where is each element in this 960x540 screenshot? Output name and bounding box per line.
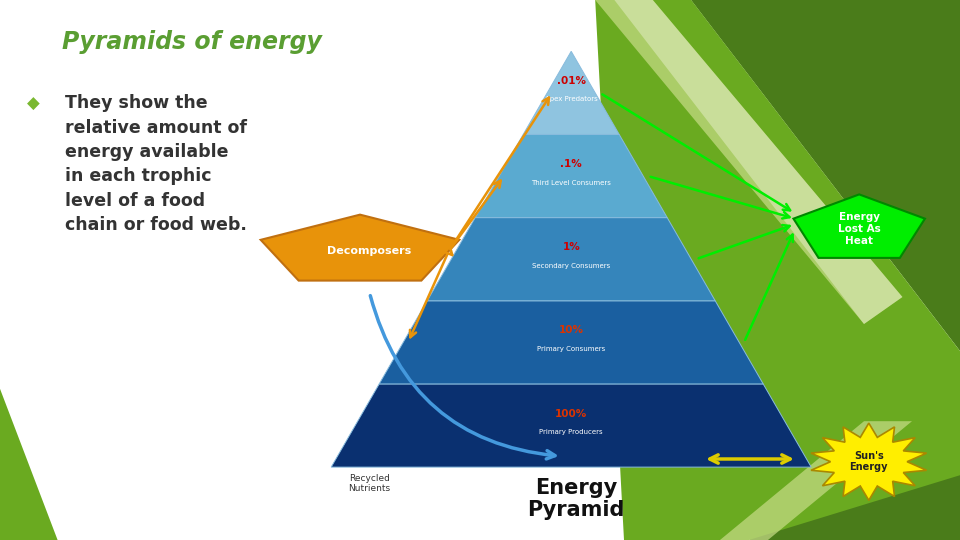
Polygon shape: [523, 51, 619, 134]
Polygon shape: [794, 194, 924, 258]
Text: Primary Producers: Primary Producers: [540, 429, 603, 435]
Text: 100%: 100%: [555, 409, 588, 419]
FancyArrowPatch shape: [371, 295, 555, 459]
Text: .1%: .1%: [561, 159, 582, 169]
Polygon shape: [595, 0, 902, 324]
Text: 1%: 1%: [563, 242, 580, 252]
Polygon shape: [0, 389, 58, 540]
Text: Decomposers: Decomposers: [327, 246, 412, 256]
Text: Apex Predators: Apex Predators: [545, 96, 597, 103]
Polygon shape: [379, 301, 763, 384]
Text: 10%: 10%: [559, 326, 584, 335]
Polygon shape: [427, 218, 715, 301]
Text: Secondary Consumers: Secondary Consumers: [532, 262, 611, 269]
Polygon shape: [720, 421, 912, 540]
Text: Primary Consumers: Primary Consumers: [537, 346, 606, 352]
Text: Energy
Lost As
Heat: Energy Lost As Heat: [838, 213, 880, 246]
Polygon shape: [595, 0, 960, 540]
Text: Recycled
Nutrients: Recycled Nutrients: [348, 474, 391, 493]
Text: ◆: ◆: [27, 94, 39, 112]
Text: .01%: .01%: [557, 76, 586, 86]
Polygon shape: [475, 134, 667, 218]
Polygon shape: [811, 423, 926, 500]
Text: Pyramids of energy: Pyramids of energy: [62, 30, 323, 53]
Polygon shape: [261, 214, 459, 281]
Polygon shape: [331, 384, 811, 467]
Text: Third Level Consumers: Third Level Consumers: [531, 179, 612, 186]
Text: Energy
Pyramid: Energy Pyramid: [527, 478, 625, 521]
Polygon shape: [614, 0, 902, 324]
Text: They show the
relative amount of
energy available
in each trophic
level of a foo: They show the relative amount of energy …: [65, 94, 248, 234]
Polygon shape: [749, 351, 960, 540]
Text: Sun's
Energy: Sun's Energy: [850, 451, 888, 472]
Polygon shape: [691, 0, 960, 351]
